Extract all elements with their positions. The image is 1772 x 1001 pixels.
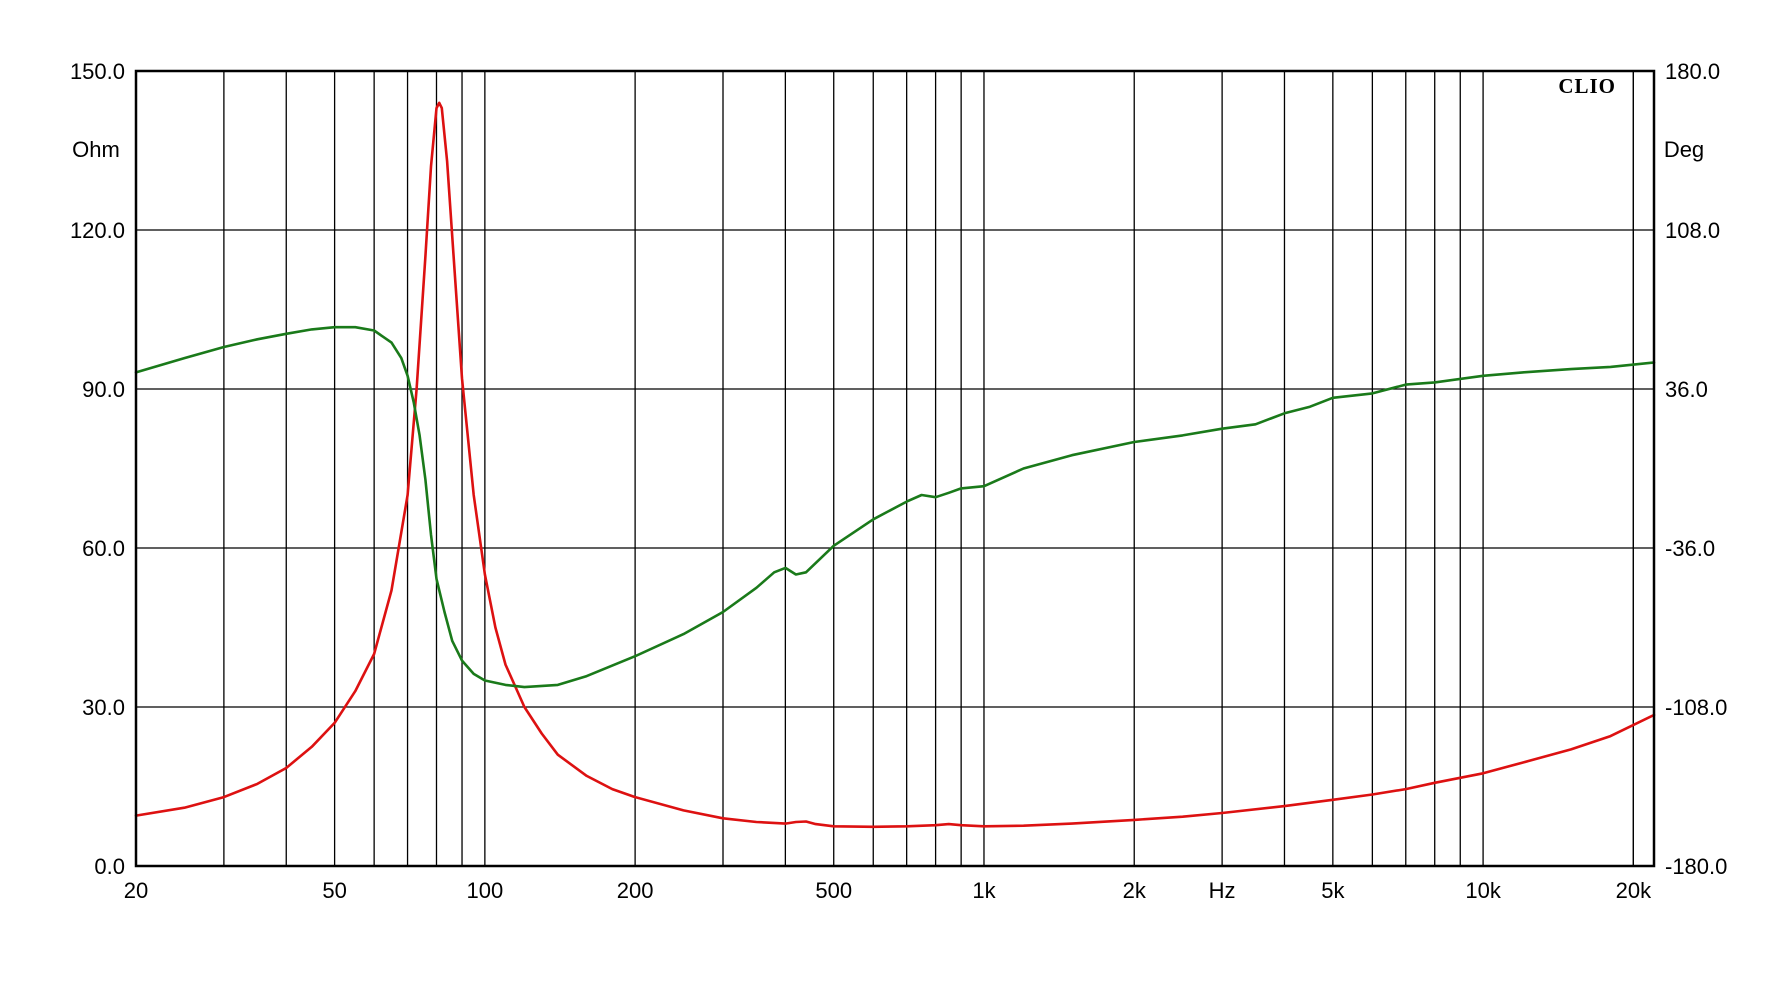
plot-frame (134, 69, 1656, 868)
x-tick-label: 200 (617, 878, 654, 903)
y-right-tick-label: -36.0 (1665, 536, 1715, 561)
y-left-tick-label: 60.0 (82, 536, 125, 561)
x-tick-label: 1k (972, 878, 996, 903)
x-tick-label: 50 (322, 878, 346, 903)
y-right-tick-label: -108.0 (1665, 695, 1727, 720)
impedance-series (134, 101, 1656, 829)
y-axis-right-label: Deg (1664, 137, 1704, 162)
phase-series (134, 325, 1656, 689)
x-tick-label: 5k (1321, 878, 1345, 903)
x-tick-label: 10k (1465, 878, 1501, 903)
labels: CLIO Ohm Deg Hz 20 50 100 200 500 1k 2k 5k 10k 20… (70, 59, 1727, 903)
phase-curve (134, 325, 1656, 689)
y-right-tick-label: -180.0 (1665, 854, 1727, 879)
x-tick-label: 500 (815, 878, 852, 903)
y-right-tick-label: 36.0 (1665, 377, 1708, 402)
x-axis-label: Hz (1209, 878, 1236, 903)
x-tick-label: 20 (124, 878, 148, 903)
y-right-tick-label: 108.0 (1665, 218, 1720, 243)
series-layer (134, 101, 1656, 829)
impedance-curve (134, 101, 1656, 829)
x-tick-label: 20k (1616, 878, 1652, 903)
y-axis-left-label: Ohm (72, 137, 120, 162)
y-right-tick-label: 180.0 (1665, 59, 1720, 84)
y-left-tick-label: 30.0 (82, 695, 125, 720)
x-tick-label: 2k (1123, 878, 1147, 903)
x-tick-label: 100 (467, 878, 504, 903)
grid (136, 70, 1654, 867)
y-left-tick-label: 150.0 (70, 59, 125, 84)
y-left-tick-label: 0.0 (94, 854, 125, 879)
y-left-tick-label: 90.0 (82, 377, 125, 402)
y-left-tick-label: 120.0 (70, 218, 125, 243)
brand-logo: CLIO (1558, 74, 1616, 98)
